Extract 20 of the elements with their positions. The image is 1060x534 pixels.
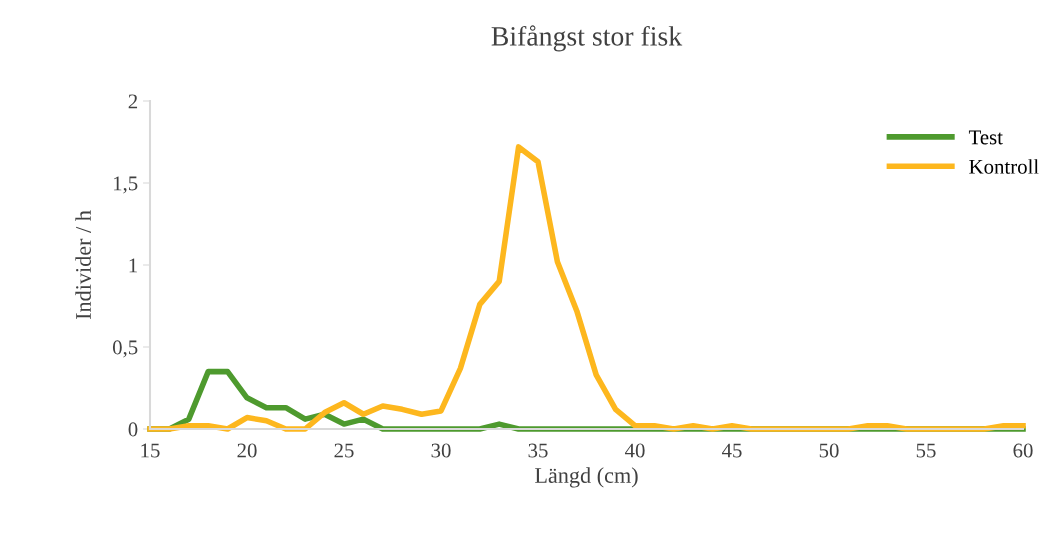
y-tick-label: 1 bbox=[129, 258, 137, 273]
y-axis-title: Individer / h bbox=[75, 210, 91, 320]
y-tick-label: 0,5 bbox=[112, 340, 138, 358]
x-tick-label: 50 bbox=[819, 443, 839, 458]
x-tick-label: 15 bbox=[141, 443, 160, 458]
x-tick-label: 60 bbox=[1013, 443, 1033, 458]
x-tick-label: 25 bbox=[334, 443, 354, 458]
legend-label: Kontroll bbox=[969, 159, 1039, 174]
y-tick-label: 2 bbox=[128, 94, 138, 109]
x-tick-label: 35 bbox=[528, 443, 548, 458]
y-tick-label: 0 bbox=[128, 422, 138, 437]
legend-label: Test bbox=[968, 130, 1003, 145]
x-tick-label: 45 bbox=[721, 443, 742, 458]
x-tick-label: 40 bbox=[624, 443, 645, 458]
chart-title: Bifångst stor fisk bbox=[491, 25, 683, 52]
x-tick-label: 55 bbox=[916, 443, 936, 458]
x-tick-label: 20 bbox=[237, 443, 257, 458]
x-axis-title: Längd (cm) bbox=[535, 467, 638, 488]
x-tick-label: 30 bbox=[431, 443, 451, 458]
y-tick-label: 1,5 bbox=[113, 176, 138, 194]
